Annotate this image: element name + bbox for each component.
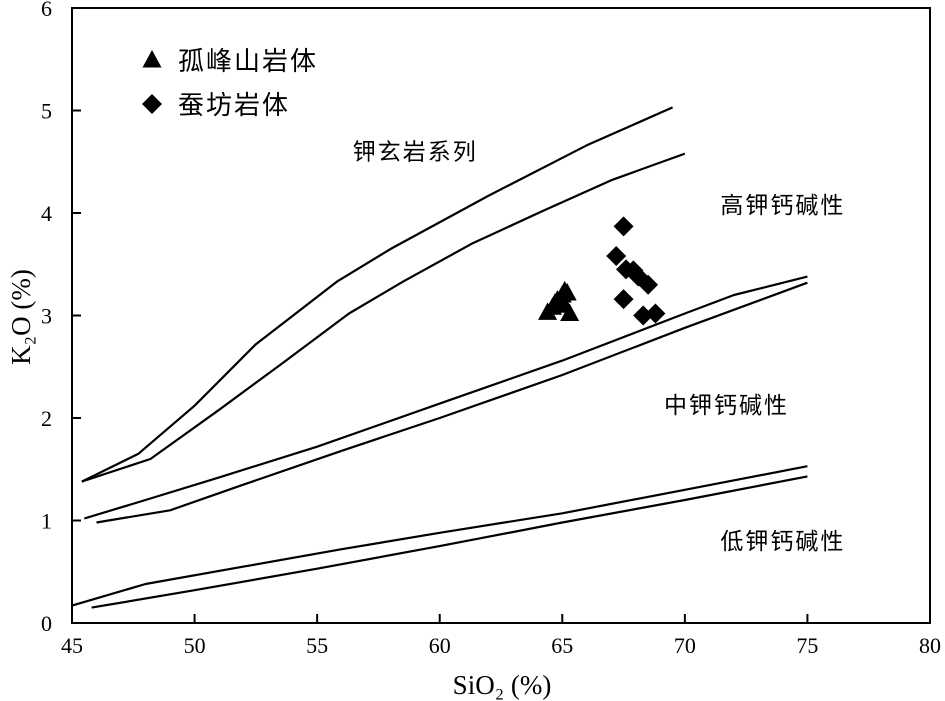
x-tick-label: 45 [61,633,83,658]
triangle-point [552,291,572,309]
x-tick-label: 65 [551,633,573,658]
diamond-point [633,305,654,326]
boundary-line-medium-k-low-k-lower [91,475,808,609]
boundary-line-shoshonite-high-k-upper [81,106,674,483]
boundary-line-medium-k-low-k-upper [71,465,808,607]
y-tick-label: 5 [41,99,52,124]
x-tick-label: 55 [306,633,328,658]
data-points [538,216,666,326]
region-label: 中钾钙碱性 [664,393,789,419]
x-tick-label: 75 [796,633,818,658]
boundary-line-high-k-medium-k-upper [83,275,808,520]
x-tick-label: 60 [429,633,451,658]
y-tick-label: 6 [41,0,52,21]
legend-label: 孤峰山岩体 [178,47,318,77]
x-tick-label: 50 [184,633,206,658]
y-tick-label: 1 [41,509,52,534]
y-tick-label: 4 [41,201,52,226]
y-tick-label: 0 [41,611,52,636]
diamond-point [638,274,659,295]
region-label: 高钾钙碱性 [720,193,845,219]
diamond-point [645,303,666,324]
x-axis-title: SiO₂ (%) [453,670,552,700]
region-label: 低钾钙碱性 [720,529,845,555]
legend-diamond-icon [142,94,162,114]
diamond-point [606,246,627,267]
diamond-point [613,216,634,237]
boundary-line-high-k-medium-k-lower [96,281,808,524]
y-tick-label: 3 [41,304,52,329]
triangle-point [560,303,580,321]
legend-label: 蚕坊岩体 [178,91,290,121]
legend-triangle-icon [142,50,162,68]
region-label: 钾玄岩系列 [353,140,478,166]
x-tick-label: 80 [919,633,941,658]
y-tick-label: 2 [41,406,52,431]
y-axis-title: K₂O (%) [6,269,36,365]
x-tick-label: 70 [674,633,696,658]
diamond-point [613,289,634,310]
boundary-lines [71,106,808,609]
boundary-line-shoshonite-high-k-lower [81,152,686,483]
